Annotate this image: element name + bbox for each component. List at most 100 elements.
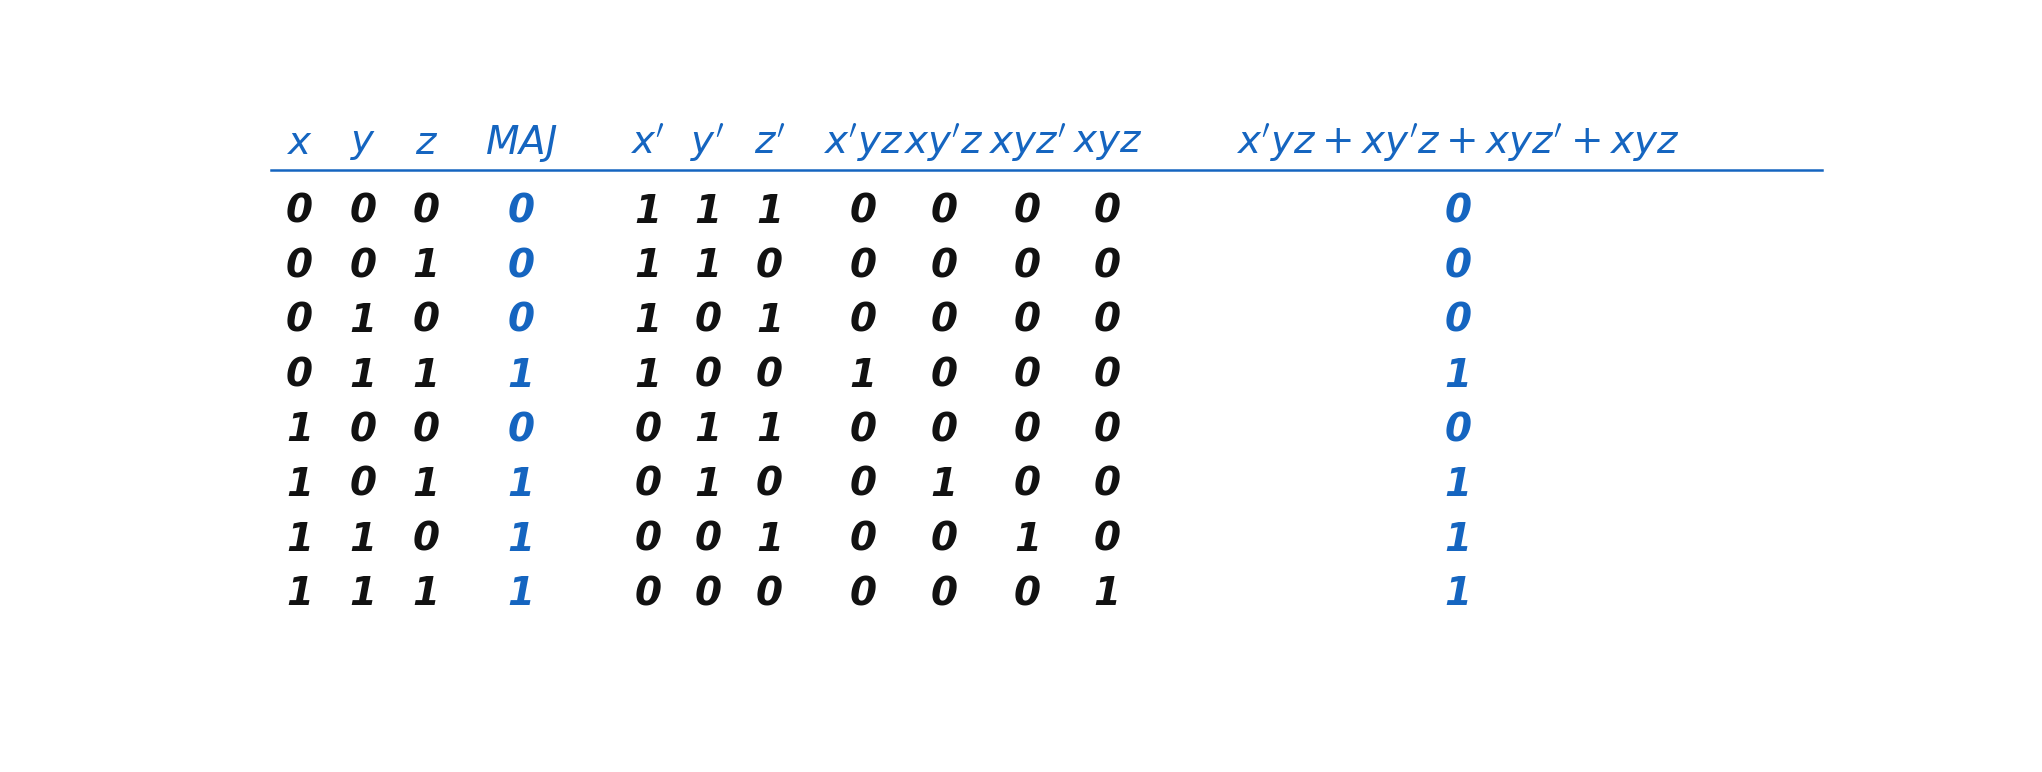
Text: 0: 0 [635,575,662,613]
Text: 0: 0 [349,192,376,231]
Text: 0: 0 [635,466,662,504]
Text: 0: 0 [931,575,958,613]
Text: 1: 1 [412,357,439,394]
Text: 0: 0 [931,411,958,449]
Text: 0: 0 [849,575,876,613]
Text: 0: 0 [1092,411,1121,449]
Text: 0: 0 [756,575,782,613]
Text: 0: 0 [349,247,376,285]
Text: 0: 0 [1092,466,1121,504]
Text: $\it{x}\it{y}'\it{z}$: $\it{x}\it{y}'\it{z}$ [903,122,984,164]
Text: 0: 0 [1092,357,1121,394]
Text: $\it{x}\it{y}\it{z}$: $\it{x}\it{y}\it{z}$ [1072,124,1141,162]
Text: $\it{x}'$: $\it{x}'$ [631,124,666,162]
Text: 0: 0 [1092,302,1121,340]
Text: 1: 1 [1015,520,1041,559]
Text: 1: 1 [349,357,376,394]
Text: 0: 0 [694,302,721,340]
Text: 1: 1 [635,302,662,340]
Text: 0: 0 [349,411,376,449]
Text: 0: 0 [412,411,439,449]
Text: 1: 1 [756,520,782,559]
Text: 0: 0 [1015,302,1041,340]
Text: 1: 1 [412,247,439,285]
Text: 0: 0 [756,357,782,394]
Text: 1: 1 [635,357,662,394]
Text: 0: 0 [931,302,958,340]
Text: 0: 0 [412,302,439,340]
Text: 1: 1 [694,247,721,285]
Text: 1: 1 [349,302,376,340]
Text: 1: 1 [1444,520,1472,559]
Text: 0: 0 [1015,357,1041,394]
Text: 1: 1 [1444,357,1472,394]
Text: 1: 1 [508,575,535,613]
Text: 1: 1 [756,302,782,340]
Text: 0: 0 [1444,411,1472,449]
Text: $\it{y}'$: $\it{y}'$ [690,122,725,164]
Text: 1: 1 [412,466,439,504]
Text: 0: 0 [1015,466,1041,504]
Text: 0: 0 [756,247,782,285]
Text: 0: 0 [1015,575,1041,613]
Text: 0: 0 [931,520,958,559]
Text: $\it{x}\it{y}\it{z}'$: $\it{x}\it{y}\it{z}'$ [988,122,1066,164]
Text: 1: 1 [756,192,782,231]
Text: 0: 0 [1015,192,1041,231]
Text: 1: 1 [694,192,721,231]
Text: 1: 1 [635,192,662,231]
Text: $\it{z}'$: $\it{z}'$ [753,124,786,162]
Text: 0: 0 [694,575,721,613]
Text: 1: 1 [286,411,312,449]
Text: 0: 0 [286,247,312,285]
Text: 0: 0 [849,247,876,285]
Text: 1: 1 [412,575,439,613]
Text: 1: 1 [286,466,312,504]
Text: 0: 0 [1092,192,1121,231]
Text: 0: 0 [286,302,312,340]
Text: 0: 0 [1444,247,1472,285]
Text: 0: 0 [931,192,958,231]
Text: 0: 0 [286,357,312,394]
Text: 1: 1 [756,411,782,449]
Text: 0: 0 [508,247,535,285]
Text: 1: 1 [1444,575,1472,613]
Text: $\it{z}$: $\it{z}$ [415,124,437,162]
Text: 0: 0 [849,466,876,504]
Text: 0: 0 [756,466,782,504]
Text: 0: 0 [508,411,535,449]
Text: 0: 0 [412,192,439,231]
Text: 1: 1 [349,520,376,559]
Text: 0: 0 [412,520,439,559]
Text: 0: 0 [349,466,376,504]
Text: 0: 0 [1092,247,1121,285]
Text: 1: 1 [849,357,876,394]
Text: 1: 1 [694,411,721,449]
Text: 0: 0 [1444,302,1472,340]
Text: 1: 1 [694,466,721,504]
Text: 0: 0 [849,520,876,559]
Text: 0: 0 [1092,520,1121,559]
Text: 0: 0 [849,302,876,340]
Text: 0: 0 [849,192,876,231]
Text: 0: 0 [849,411,876,449]
Text: 0: 0 [694,520,721,559]
Text: 1: 1 [349,575,376,613]
Text: 0: 0 [1015,411,1041,449]
Text: 1: 1 [508,520,535,559]
Text: 1: 1 [635,247,662,285]
Text: 0: 0 [286,192,312,231]
Text: 1: 1 [1444,466,1472,504]
Text: 0: 0 [931,357,958,394]
Text: 1: 1 [931,466,958,504]
Text: $\it{y}$: $\it{y}$ [349,124,376,162]
Text: $\mathit{MAJ}$: $\mathit{MAJ}$ [484,123,557,164]
Text: 0: 0 [1015,247,1041,285]
Text: 1: 1 [508,357,535,394]
Text: 1: 1 [1092,575,1121,613]
Text: 0: 0 [931,247,958,285]
Text: 1: 1 [508,466,535,504]
Text: 1: 1 [286,575,312,613]
Text: $\it{x}'\it{y}\it{z}+\it{x}\it{y}'\it{z}+\it{x}\it{y}\it{z}'+\it{x}\it{y}\it{z}$: $\it{x}'\it{y}\it{z}+\it{x}\it{y}'\it{z}… [1235,122,1681,164]
Text: $\it{x}$: $\it{x}$ [286,124,312,162]
